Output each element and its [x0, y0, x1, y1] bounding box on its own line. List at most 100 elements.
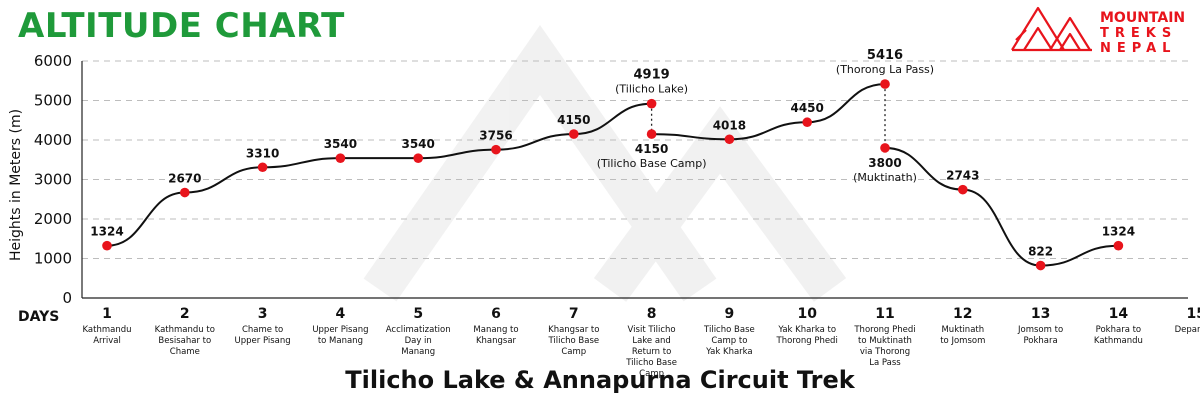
data-points	[102, 79, 1124, 271]
y-tick-label: 3000	[34, 171, 72, 189]
data-label: 4919	[634, 68, 670, 83]
data-sublabel: (Muktinath)	[853, 171, 917, 184]
x-tick-description: Day in	[405, 336, 432, 346]
x-tick-description: Jomsom to	[1017, 325, 1063, 335]
mountain-watermark-icon	[363, 24, 847, 302]
x-tick-description: Pokhara	[1023, 336, 1057, 346]
data-label: 822	[1028, 245, 1053, 259]
x-tick-day: 13	[1031, 306, 1050, 322]
data-point	[802, 117, 812, 128]
grid-lines	[82, 60, 1188, 259]
data-point	[646, 129, 657, 139]
data-label: 4018	[713, 118, 746, 132]
data-point	[413, 153, 424, 163]
logo-text-line1: MOUNTAIN	[1100, 10, 1185, 26]
data-label: 5416	[867, 48, 903, 63]
x-tick-description: Yak Kharka to	[777, 325, 836, 335]
data-point	[880, 79, 890, 89]
x-tick-description: Yak Kharka	[705, 347, 753, 357]
x-tick-description: Tilicho Base	[625, 358, 677, 368]
x-tick-description: Camp to	[711, 336, 747, 346]
data-sublabel: (Tilicho Base Camp)	[597, 157, 707, 170]
x-tick-description: Manang to	[473, 325, 518, 335]
x-tick-description: Camp	[561, 347, 586, 357]
x-tick-day: 10	[797, 306, 817, 322]
data-label: 3800	[868, 156, 901, 170]
data-point	[880, 143, 890, 153]
data-point	[491, 144, 501, 155]
y-tick-label: 6000	[34, 52, 72, 70]
data-label: 4450	[790, 101, 823, 115]
data-point	[958, 184, 968, 195]
data-label: 1324	[90, 225, 123, 239]
data-label: 3310	[246, 146, 279, 160]
x-tick-description: Tilicho Base	[703, 325, 755, 335]
x-tick-description: La Pass	[869, 358, 901, 368]
y-tick-label: 0	[62, 289, 72, 307]
x-tick-description: Manang	[401, 347, 435, 357]
x-tick-day: 11	[875, 306, 894, 322]
data-label: 3540	[324, 137, 357, 151]
x-tick-day: 4	[336, 306, 346, 322]
x-tick-description: Muktinath	[941, 325, 984, 335]
x-tick-day: 2	[180, 306, 190, 322]
x-tick-description: Kathmandu	[82, 325, 131, 335]
x-tick-day: 8	[647, 306, 657, 322]
x-tick-description: Return to	[632, 347, 671, 357]
x-tick-description: Kathmandu	[1094, 336, 1143, 346]
x-tick-description: to Manang	[318, 336, 363, 346]
x-tick-description: Thorong Phedi	[853, 325, 915, 335]
data-point	[1035, 260, 1046, 271]
x-tick-description: Chame	[170, 347, 200, 357]
x-tick-description: Upper Pisang	[235, 336, 291, 346]
x-tick-description: Chame to	[242, 325, 283, 335]
page-title: ALTITUDE CHART	[18, 6, 345, 46]
x-tick-day: 6	[491, 306, 501, 322]
x-tick-description: Khangsar to	[548, 325, 599, 335]
data-label: 3540	[401, 137, 434, 151]
y-tick-label: 4000	[34, 131, 72, 149]
data-sublabel: (Tilicho Lake)	[615, 83, 688, 96]
mountain-logo-icon	[1011, 6, 1092, 52]
x-tick-description: Arrival	[93, 336, 121, 346]
data-label: 2670	[168, 172, 201, 186]
x-tick-day: 15	[1186, 306, 1200, 322]
chart-footer-title: Tilicho Lake & Annapurna Circuit Trek	[345, 366, 855, 394]
x-tick-description: Visit Tilicho	[628, 325, 676, 335]
data-point	[646, 98, 657, 109]
x-axis-label: DAYS	[18, 309, 60, 325]
data-point	[102, 240, 112, 251]
y-tick-label: 2000	[34, 210, 72, 228]
data-sublabel: (Thorong La Pass)	[836, 63, 934, 76]
dotted-connectors	[650, 84, 886, 148]
data-point	[335, 153, 346, 163]
x-tick-description: Khangsar	[476, 336, 517, 346]
data-point	[724, 134, 735, 145]
x-tick-description: Lake and	[632, 336, 671, 346]
data-point	[569, 129, 579, 139]
x-tick-day: 9	[725, 306, 735, 322]
y-tick-labels: 0 1000 2000 3000 4000 5000 6000	[34, 52, 72, 307]
y-tick-label: 1000	[34, 250, 72, 268]
data-label: 3756	[479, 129, 512, 143]
data-point	[257, 162, 268, 173]
x-tick-description: Tilicho Base	[547, 336, 599, 346]
x-tick-description: Camp	[639, 369, 664, 379]
x-tick-description: Departure	[1175, 325, 1200, 335]
x-tick-description: Besisahar to	[158, 336, 211, 346]
x-tick-description: Kathmandu to	[155, 325, 215, 335]
x-tick-day: 3	[258, 306, 268, 322]
y-tick-label: 5000	[34, 92, 72, 110]
logo-text-line3: NEPAL	[1100, 41, 1176, 56]
x-tick-day: 7	[569, 306, 579, 322]
x-tick-day: 1	[102, 306, 112, 322]
data-label: 1324	[1102, 225, 1135, 239]
data-label: 2743	[946, 169, 979, 183]
axes	[81, 61, 1188, 299]
x-tick-day: 5	[413, 306, 423, 322]
x-tick-description: Pokhara to	[1096, 325, 1141, 335]
x-tick-day: 14	[1109, 306, 1129, 322]
